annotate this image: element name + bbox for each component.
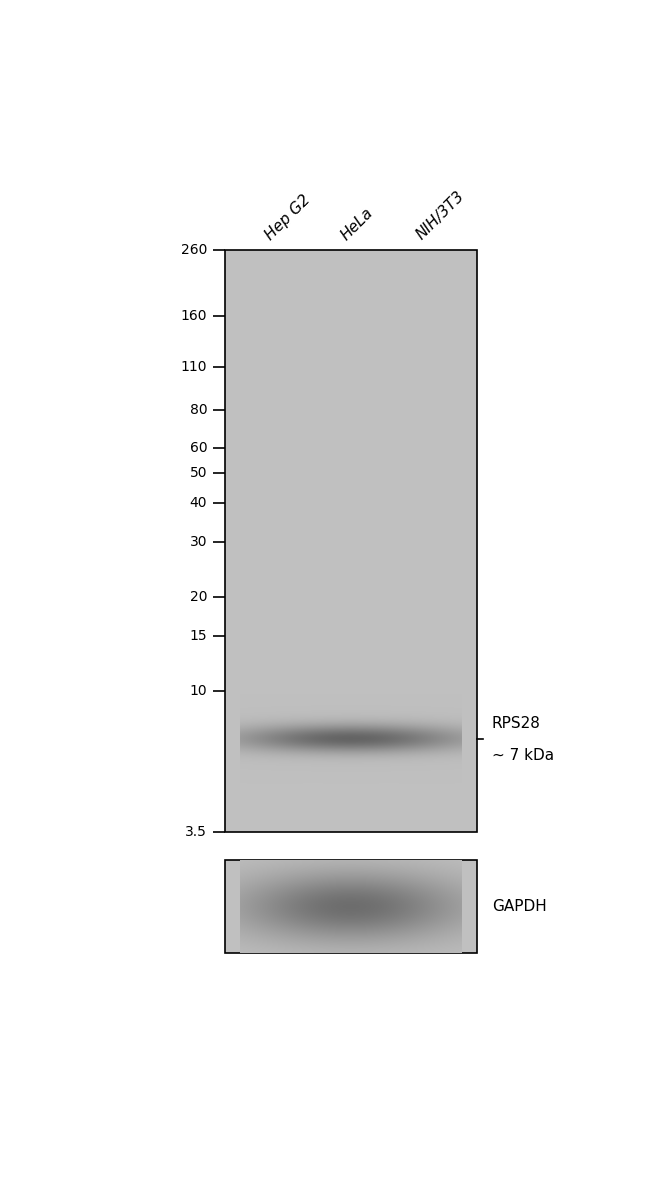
Text: 110: 110 (181, 360, 207, 373)
Text: RPS28: RPS28 (492, 716, 541, 732)
Bar (225, 860, 476, 953)
Text: 160: 160 (181, 308, 207, 323)
Text: NIH/3T3: NIH/3T3 (413, 188, 467, 242)
Text: 10: 10 (190, 684, 207, 697)
Text: 20: 20 (190, 590, 207, 604)
Text: Hep G2: Hep G2 (262, 192, 313, 242)
Text: 15: 15 (190, 629, 207, 643)
Bar (225, 251, 476, 833)
Text: 40: 40 (190, 497, 207, 510)
Text: GAPDH: GAPDH (492, 899, 547, 914)
Text: 80: 80 (190, 402, 207, 416)
Text: HeLa: HeLa (337, 205, 376, 242)
Text: 260: 260 (181, 244, 207, 257)
Text: 3.5: 3.5 (185, 826, 207, 839)
Text: 60: 60 (190, 442, 207, 456)
Text: ~ 7 kDa: ~ 7 kDa (492, 748, 554, 763)
Text: 50: 50 (190, 466, 207, 480)
Text: 30: 30 (190, 535, 207, 550)
